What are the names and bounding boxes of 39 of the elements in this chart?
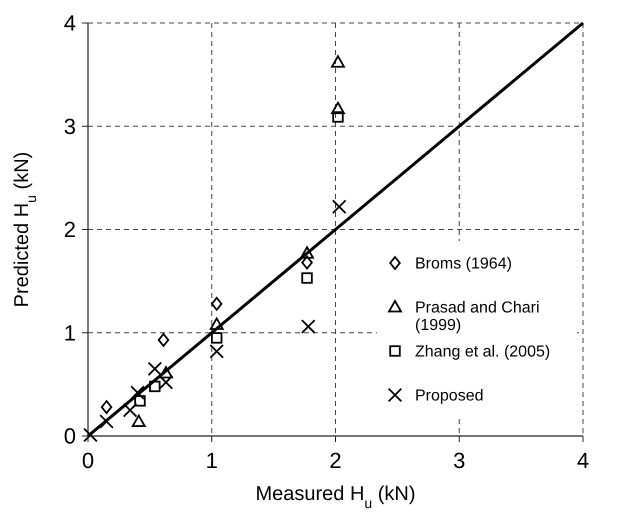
y-tick-label: 4: [64, 10, 76, 36]
legend-label: Prasad and Chari (1999): [415, 300, 540, 334]
point: [211, 296, 222, 311]
point: [99, 414, 114, 429]
point: [209, 344, 224, 359]
point: [332, 200, 346, 214]
point: [158, 375, 174, 390]
point: [331, 102, 345, 114]
x-tick-label: 1: [206, 448, 218, 473]
x-tick-label: 0: [82, 448, 94, 473]
y-tick-label: 0: [64, 424, 76, 449]
point: [100, 400, 112, 414]
point: [159, 366, 173, 378]
point: [300, 246, 314, 259]
point: [148, 362, 162, 376]
point: [134, 395, 146, 407]
point: [332, 111, 344, 123]
x-tick-label: 2: [329, 448, 342, 473]
point: [301, 256, 313, 270]
point: [122, 402, 138, 418]
point: [158, 333, 170, 347]
point: [301, 272, 313, 284]
point: [130, 385, 145, 400]
x-tick-label: 4: [576, 448, 590, 473]
legend-label: Proposed: [415, 388, 484, 405]
y-tick-label: 1: [64, 320, 76, 346]
y-tick-label: 2: [64, 217, 76, 242]
point: [300, 319, 316, 334]
point: [210, 318, 224, 330]
y-tick-label: 3: [64, 114, 76, 139]
legend-label: Broms (1964): [415, 256, 512, 273]
x-axis-title: Measured H$_{u}$ (kN): [255, 483, 416, 511]
point: [211, 332, 222, 344]
point: [83, 428, 98, 442]
point: [331, 55, 345, 68]
point: [132, 414, 146, 427]
x-tick-label: 3: [453, 448, 466, 473]
legend-label: Zhang et al. (2005): [415, 344, 550, 361]
point: [149, 380, 161, 392]
